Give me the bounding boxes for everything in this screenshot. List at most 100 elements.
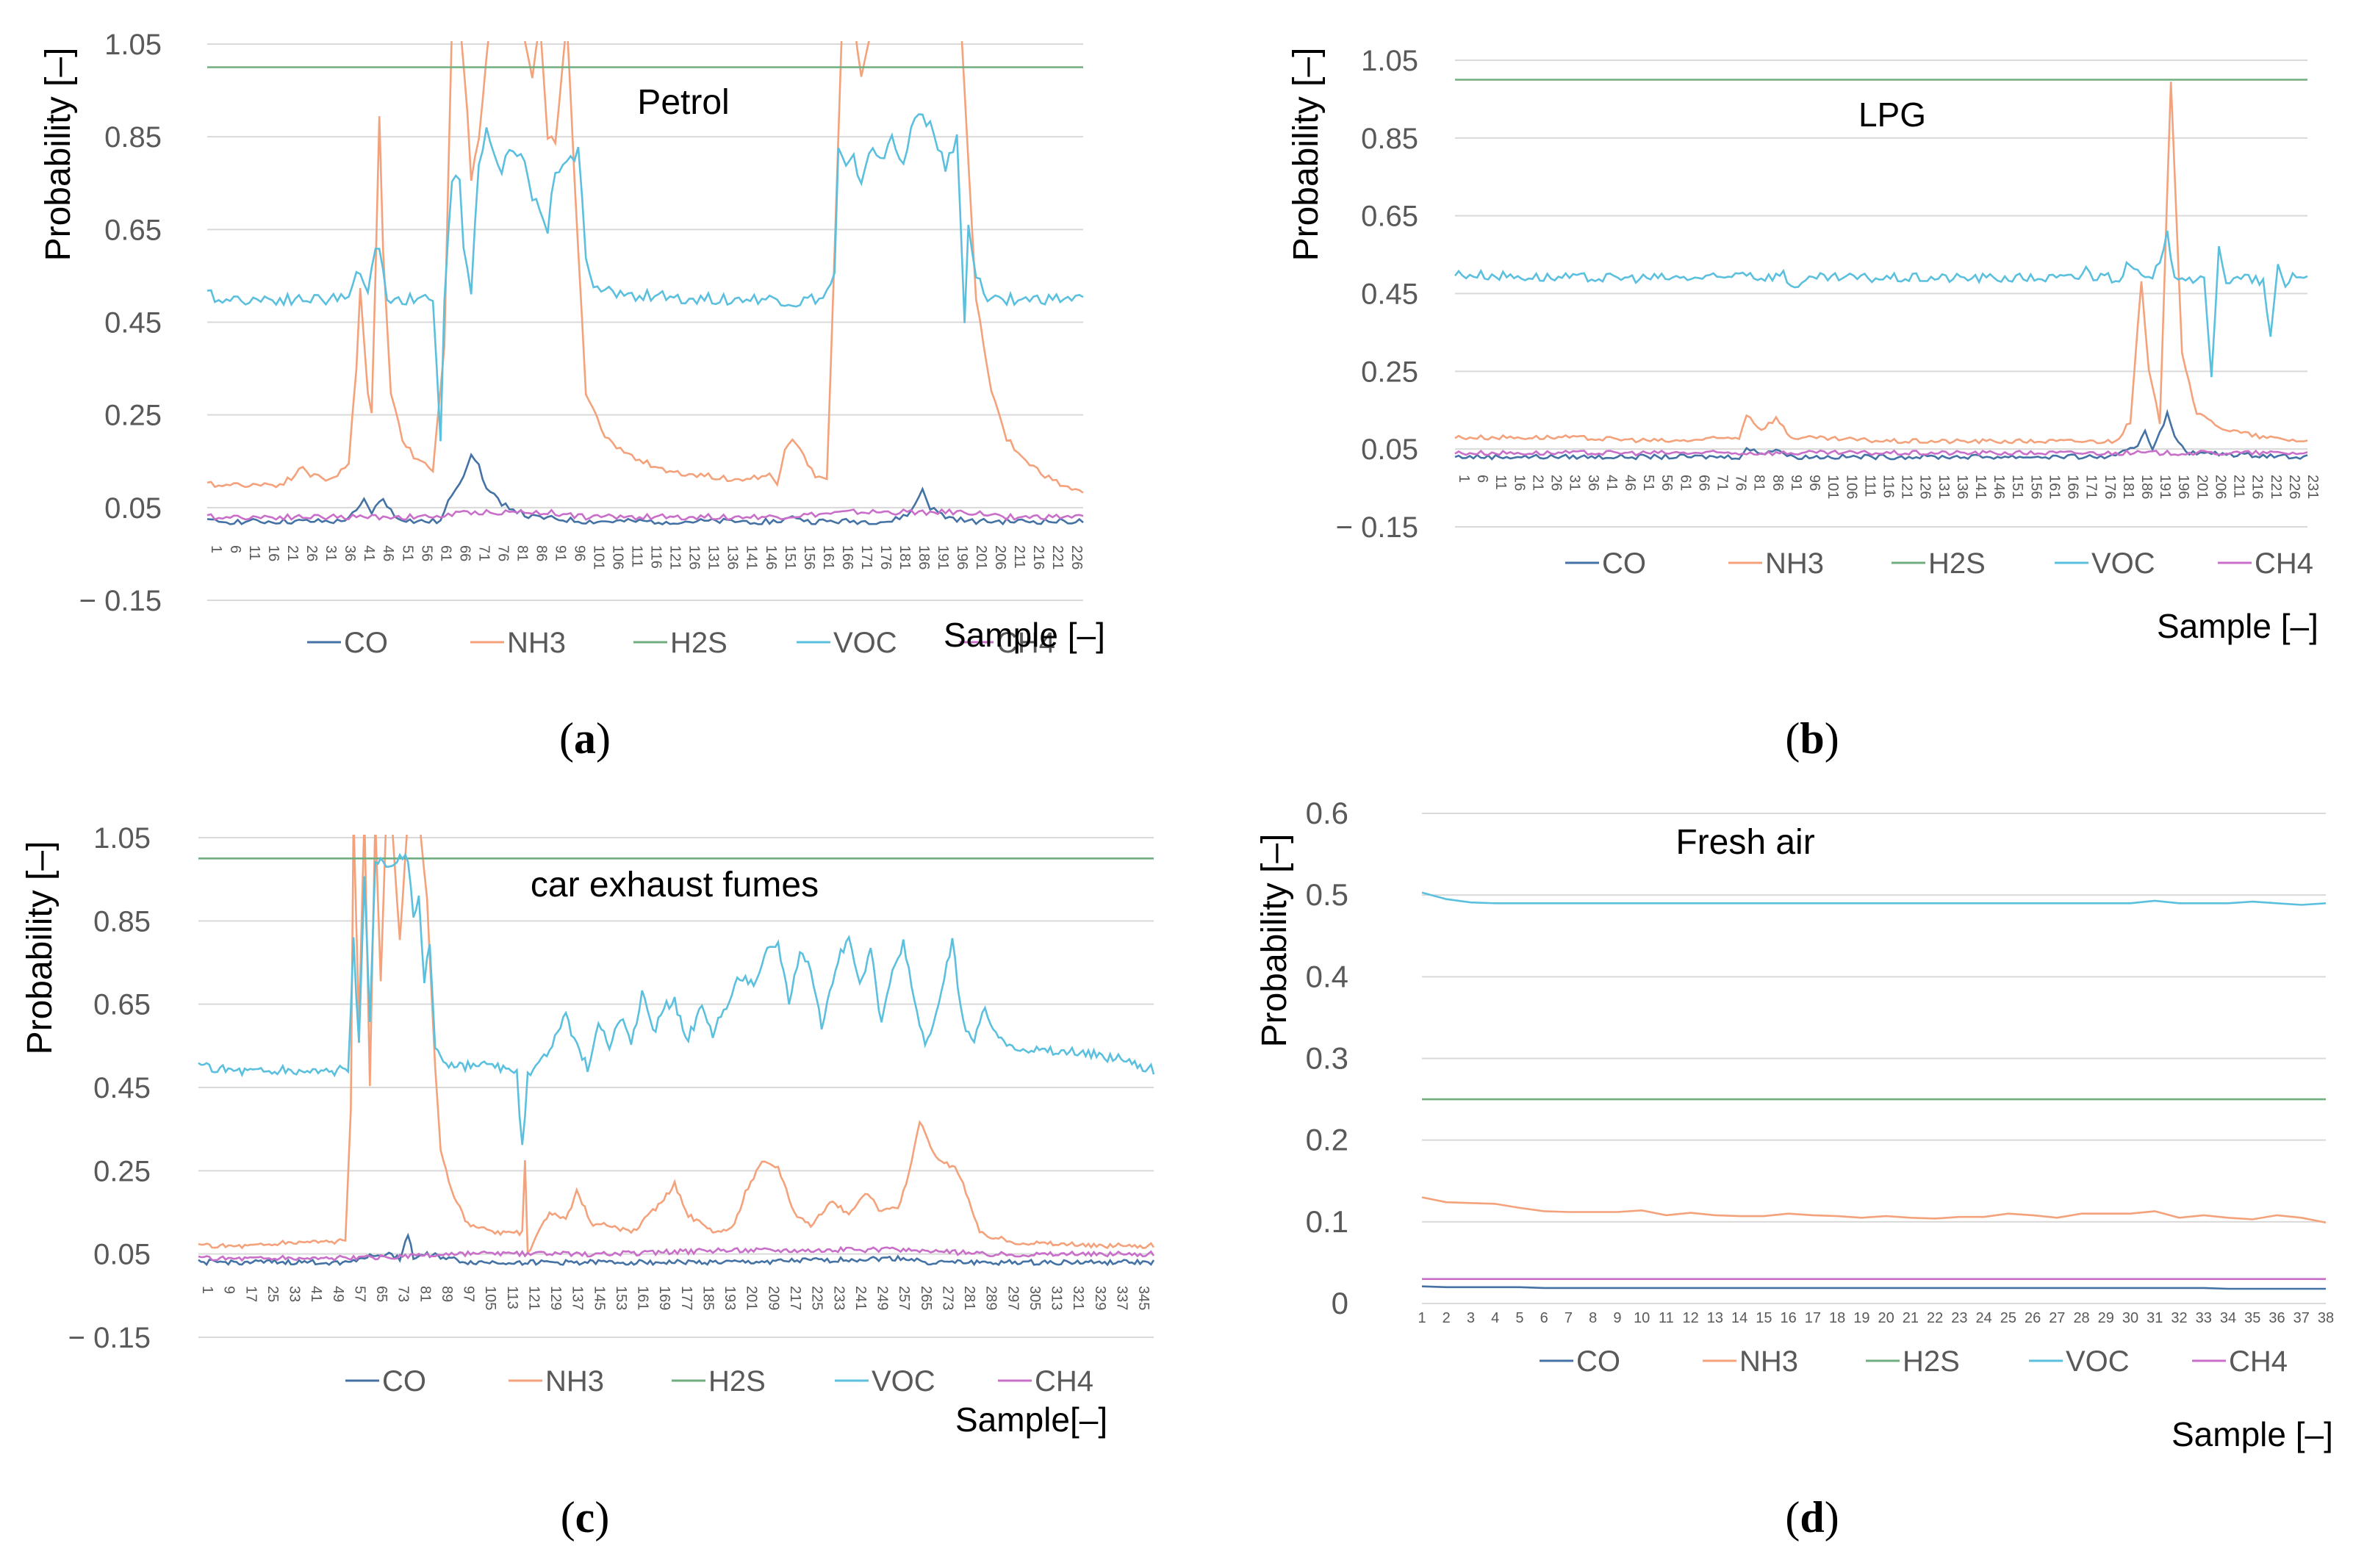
legend-label-co: CO xyxy=(382,1365,426,1398)
x-tick-label: 281 xyxy=(961,1286,977,1310)
series-line-ch4 xyxy=(198,1245,1155,1262)
y-tick-label: 0.65 xyxy=(104,214,162,246)
x-tick-label: 26 xyxy=(1548,475,1565,491)
x-tick-label: 26 xyxy=(2025,1310,2041,1326)
x-tick-label: 86 xyxy=(1770,475,1786,491)
x-tick-label: 113 xyxy=(504,1286,520,1309)
x-tick-label: 11 xyxy=(1492,475,1509,490)
x-tick-label: 226 xyxy=(1068,545,1085,569)
series-line-co xyxy=(1421,1285,2326,1290)
x-axis-label: Sample [–] xyxy=(2172,1415,2333,1453)
x-tick-label: 166 xyxy=(2065,475,2081,499)
y-tick-label: − 0.15 xyxy=(68,1322,151,1354)
x-tick-label: 6 xyxy=(1474,475,1490,483)
x-tick-label: 23 xyxy=(1951,1310,1967,1326)
x-tick-label: 73 xyxy=(395,1286,412,1302)
x-tick-label: 26 xyxy=(303,545,320,561)
x-tick-labels: 1 6 11 16 21 26 31 36 41 46 51 56 61 66 71 76 81 86 91 96 10… xyxy=(1456,475,2321,499)
y-tick-label: 0.4 xyxy=(1306,959,1348,993)
x-tick-label: 211 xyxy=(1011,545,1027,569)
x-tick-label: 186 xyxy=(916,545,932,569)
panel-caption: (b) xyxy=(1785,714,1839,763)
x-tick-label: 56 xyxy=(1659,475,1675,491)
x-tick-label: 337 xyxy=(1113,1286,1129,1310)
x-tick-labels: 1 2 3 4 5 6 7 8 9 10 11 12 13 14 15 16 17 18 19 20 21 22 23 24 2… xyxy=(1418,1310,2334,1326)
x-tick-labels: 1 9 17 25 33 41 49 57 65 73 81 89 97 105 113 121 129 137 1… xyxy=(199,1286,1152,1310)
y-tick-label: 1.05 xyxy=(104,29,162,61)
x-tick-label: 111 xyxy=(629,545,645,567)
x-tick-label: 171 xyxy=(858,545,874,569)
legend: CO NH3 H2S VOC CH4 xyxy=(1540,1345,2288,1378)
y-tick-label: 0.05 xyxy=(1361,434,1418,466)
x-tick-label: 13 xyxy=(1707,1310,1723,1326)
y-tick-label: 1.05 xyxy=(1361,45,1418,77)
x-tick-label: 25 xyxy=(265,1286,281,1302)
x-tick-label: 19 xyxy=(1853,1310,1869,1326)
x-axis-label: Sample[–] xyxy=(955,1400,1107,1439)
x-tick-label: 86 xyxy=(533,545,549,561)
x-tick-label: 21 xyxy=(1903,1310,1919,1326)
y-tick-label: 0.65 xyxy=(93,989,151,1021)
x-tick-label: 96 xyxy=(1806,475,1822,491)
x-tick-label: 28 xyxy=(2073,1310,2089,1326)
x-tick-label: 166 xyxy=(839,545,855,569)
x-tick-label: 106 xyxy=(610,545,626,569)
x-tick-label: 171 xyxy=(2083,475,2099,499)
x-tick-label: 209 xyxy=(765,1286,781,1310)
x-tick-label: 16 xyxy=(1511,475,1527,491)
x-tick-label: 126 xyxy=(1917,475,1933,499)
series-line-voc xyxy=(198,852,1155,1146)
series-line-nh3 xyxy=(198,835,1155,1256)
y-tick-label: 0.3 xyxy=(1306,1041,1348,1076)
x-tick-label: 305 xyxy=(1027,1286,1043,1310)
y-tick-label: 0.05 xyxy=(104,492,162,525)
y-axis-label: Probability [–] xyxy=(1255,834,1294,1048)
x-tick-label: 81 xyxy=(514,545,530,561)
x-tick-label: 297 xyxy=(1005,1286,1021,1310)
y-tick-label: 0.85 xyxy=(1361,123,1418,155)
x-tick-label: 101 xyxy=(1825,475,1841,499)
x-tick-label: 201 xyxy=(973,545,989,569)
x-tick-label: 136 xyxy=(725,545,741,569)
x-tick-label: 313 xyxy=(1049,1286,1065,1310)
x-tick-label: 196 xyxy=(954,545,970,569)
chart-a: 1.050.850.650.450.250.05− 0.151 6 11 16 21 26… xyxy=(39,29,1105,763)
x-tick-label: 321 xyxy=(1070,1286,1086,1310)
x-tick-label: 97 xyxy=(461,1286,477,1302)
chart-title: Petrol xyxy=(637,83,729,122)
x-tick-label: 161 xyxy=(2046,475,2062,499)
x-tick-label: 24 xyxy=(1975,1310,1991,1326)
x-tick-label: 91 xyxy=(1788,475,1804,491)
series-line-co xyxy=(1454,409,2308,461)
x-tick-label: 6 xyxy=(1540,1310,1548,1326)
x-tick-label: 41 xyxy=(1603,475,1620,491)
x-tick-label: 5 xyxy=(1515,1310,1523,1326)
series-group xyxy=(206,41,1084,526)
x-tick-label: 34 xyxy=(2220,1310,2236,1326)
legend-label-h2s: H2S xyxy=(670,627,728,659)
legend-label-nh3: NH3 xyxy=(1765,547,1824,580)
x-tick-label: 216 xyxy=(1030,545,1046,569)
x-tick-label: 193 xyxy=(722,1286,738,1310)
x-tick-label: 76 xyxy=(1733,475,1749,491)
x-tick-label: 11 xyxy=(246,545,262,561)
series-line-ch4 xyxy=(206,508,1084,521)
y-axis-label: Probability [–] xyxy=(1287,48,1326,262)
x-tick-label: 106 xyxy=(1843,475,1859,499)
legend-label-ch4: CH4 xyxy=(1035,1365,1093,1398)
x-tick-label: 36 xyxy=(2269,1310,2285,1326)
x-tick-label: 153 xyxy=(613,1286,629,1310)
x-tick-label: 206 xyxy=(992,545,1008,569)
legend: CO NH3 H2S VOC CH4 xyxy=(345,1365,1093,1398)
x-tick-label: 121 xyxy=(1899,475,1915,499)
legend-label-voc: VOC xyxy=(833,627,897,659)
x-tick-label: 10 xyxy=(1634,1310,1650,1326)
x-tick-label: 4 xyxy=(1491,1310,1499,1326)
x-tick-label: 141 xyxy=(744,545,760,569)
legend-label-voc: VOC xyxy=(2066,1345,2130,1378)
y-axis-label: Probability [–] xyxy=(39,48,78,262)
x-tick-label: 61 xyxy=(437,545,453,561)
x-tick-label: 145 xyxy=(591,1286,607,1310)
x-tick-label: 177 xyxy=(678,1286,694,1310)
